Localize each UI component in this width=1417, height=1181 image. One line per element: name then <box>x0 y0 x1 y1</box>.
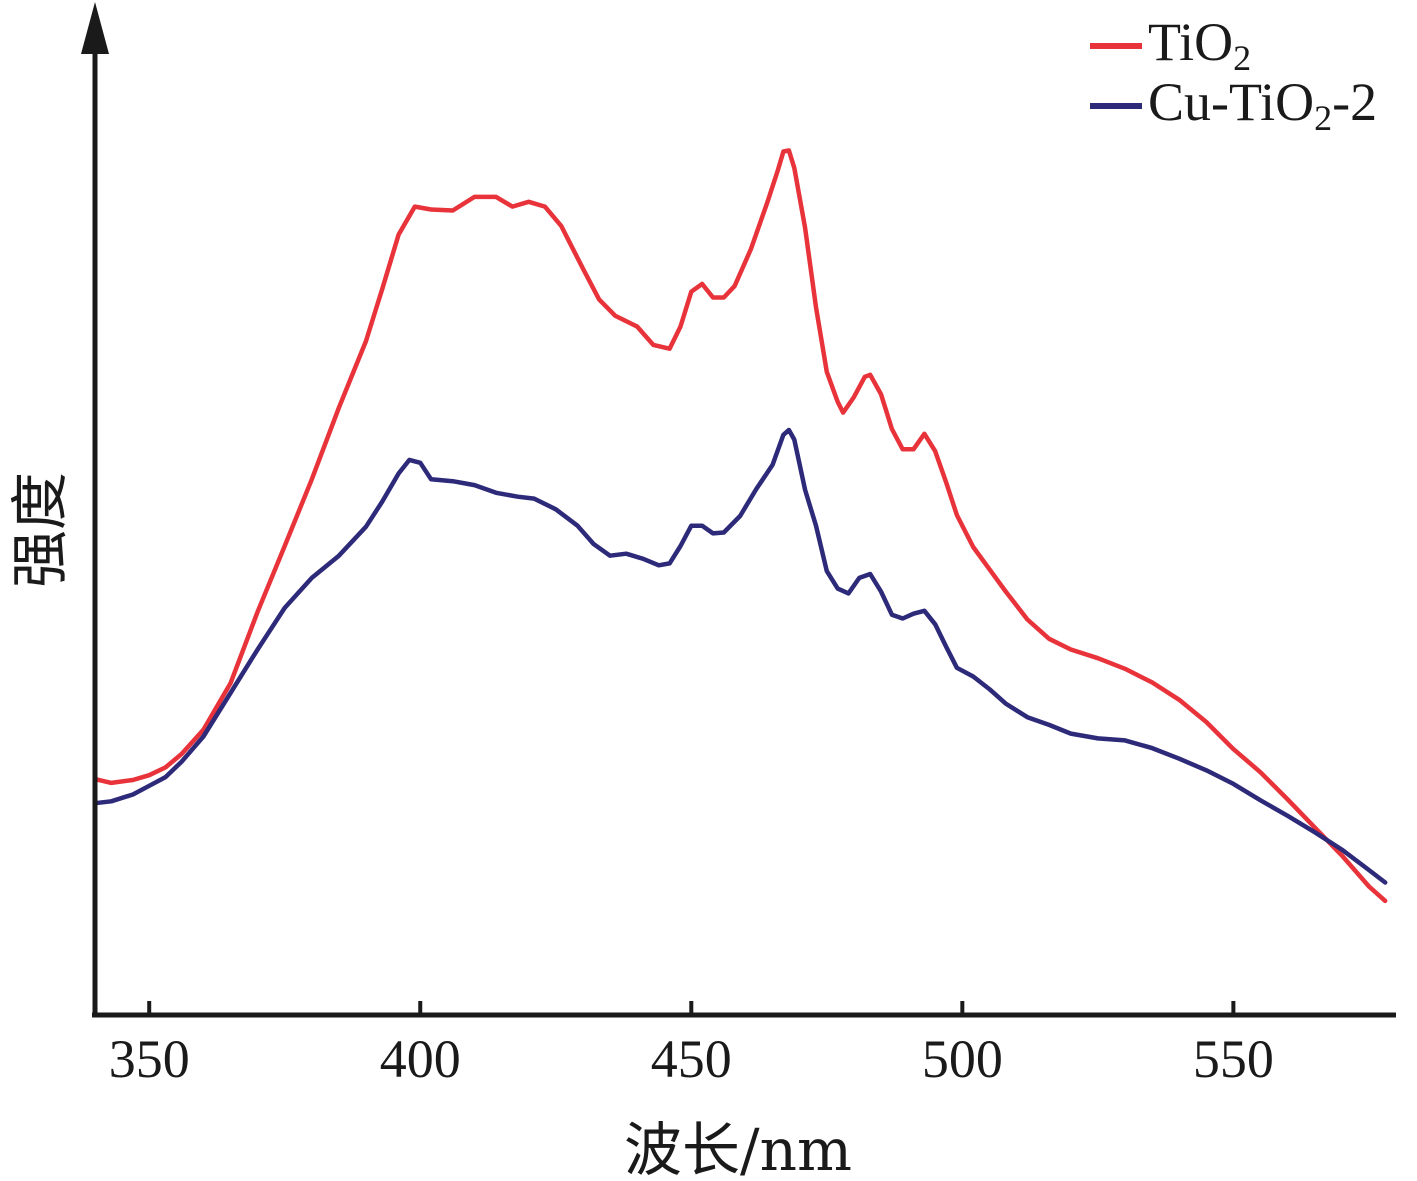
x-axis-title: 波长/nm <box>624 1116 852 1181</box>
y-axis-arrow <box>81 2 109 54</box>
x-tick-label-400: 400 <box>380 1029 461 1089</box>
x-tick-label-350: 350 <box>109 1029 190 1089</box>
x-tick-label-500: 500 <box>922 1029 1003 1089</box>
x-tick-label-550: 550 <box>1193 1029 1274 1089</box>
y-axis-title: 强度 <box>6 472 74 588</box>
series-line-cu-tio2-2 <box>92 427 1388 885</box>
x-ticks: 350 400 450 500 550 <box>109 1001 1274 1089</box>
plot-series <box>92 148 1388 904</box>
x-tick-label-450: 450 <box>651 1029 732 1089</box>
legend-label-tio2: TiO2 <box>1148 12 1251 78</box>
series-line-tio2 <box>92 148 1388 904</box>
legend-label-cu-tio2-2: Cu-TiO2-2 <box>1148 72 1377 138</box>
